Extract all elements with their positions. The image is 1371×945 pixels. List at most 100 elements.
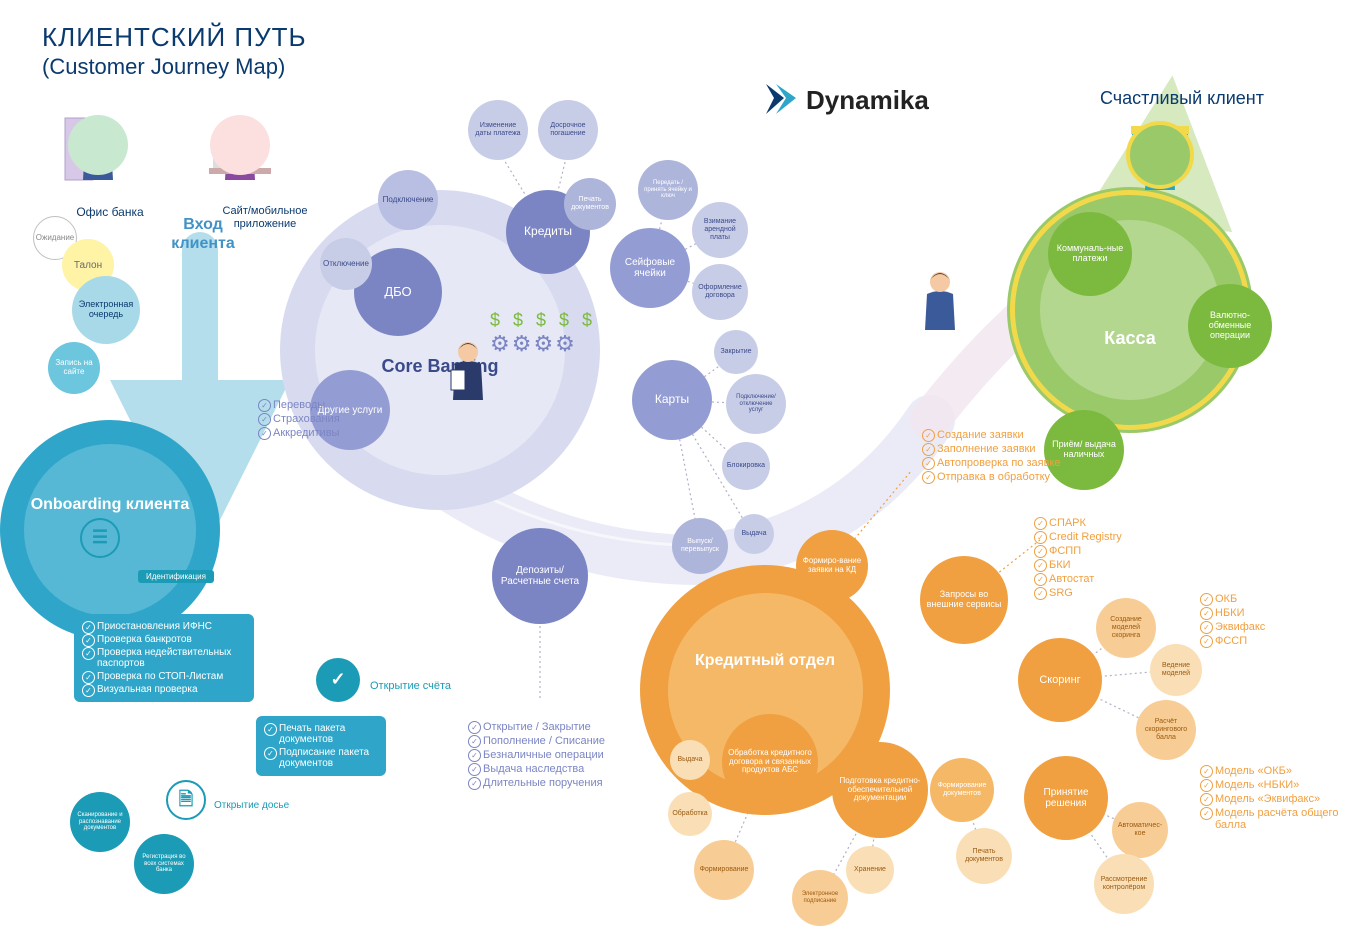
title-main-ru: КЛИЕНТСКИЙ ПУТЬ (42, 22, 307, 53)
node-label: Открытие досье (214, 800, 289, 811)
node-bubble: Создание моделей скоринга (1096, 598, 1156, 658)
node-bubble: Блокировка (722, 442, 770, 490)
title-happy-client: Счастливый клиент (1100, 88, 1264, 109)
checklist-item: Приостановления ИФНС (82, 620, 246, 633)
node-bubble: Депозиты/ Расчетные счета (492, 528, 588, 624)
node-bubble: Формиро-вание заявки на КД (796, 530, 868, 602)
node-bubble: Подключение (378, 170, 438, 230)
checklist-item: ФСПП (1034, 544, 1122, 558)
node-bubble: Электронная очередь (72, 276, 140, 344)
node-bubble: Ведение моделей (1150, 644, 1202, 696)
checklist-item: Эквифакс (1200, 620, 1265, 634)
node-bubble: Карты (632, 360, 712, 440)
checklist-item: Открытие / Закрытие (468, 720, 605, 734)
checklist-item: ФССП (1200, 634, 1265, 648)
checklist-item: Переводы (258, 398, 340, 412)
node-bubble: Коммуналь-ные платежи (1048, 212, 1132, 296)
node-bubble: Выдача (734, 514, 774, 554)
checklist-item: Автопроверка по заявке (922, 456, 1061, 470)
suit-person-icon (905, 260, 975, 340)
person-illustration (63, 110, 133, 195)
node-bubble: Печать документов (956, 828, 1012, 884)
node-bubble: Подготовка кредитно-обеспечительной доку… (832, 742, 928, 838)
node-bubble: Досрочное погашение (538, 100, 598, 160)
core-banking-gears-icon: $ $ $ $ $⚙⚙⚙⚙ (490, 310, 596, 357)
checklist-item: БКИ (1034, 558, 1122, 572)
onboarding-small-node: Регистрация во всех системах банка (134, 834, 194, 894)
checklist-item: SRG (1034, 586, 1122, 600)
node-bubble: Хранение (846, 846, 894, 894)
checklist-item: Автостат (1034, 572, 1122, 586)
checklist-item: НБКИ (1200, 606, 1265, 620)
checklist: Модель «ОКБ»Модель «НБКИ»Модель «Эквифак… (1200, 764, 1371, 832)
node-bubble: Рассмотрение контролёром (1094, 854, 1154, 914)
label-client-entry: Вход клиента (168, 215, 238, 253)
checklist-item: Длительные поручения (468, 776, 605, 790)
checklist-item: Безналичные операции (468, 748, 605, 762)
checklist-item: Аккредитивы (258, 426, 340, 440)
checklist: Создание заявкиЗаполнение заявкиАвтопров… (922, 428, 1061, 484)
onboarding-small-node: Сканирование и распознавание документов (70, 792, 130, 852)
hub-label: Кредитный отдел (640, 652, 890, 670)
checklist: ОКБНБКИЭквифаксФССП (1200, 592, 1265, 648)
node-bubble: Подключение/ отключение услуг (726, 374, 786, 434)
node-bubble: Сейфовые ячейки (610, 228, 690, 308)
node-bubble: Скоринг (1018, 638, 1102, 722)
checklist-item: Проверка банкротов (82, 633, 246, 646)
node-label: Идентификация (138, 570, 214, 583)
checklist-item: Модель «ОКБ» (1200, 764, 1371, 778)
node-bubble: Изменение даты платежа (468, 100, 528, 160)
node-bubble: Электронное подписание (792, 870, 848, 926)
checklist-item: ОКБ (1200, 592, 1265, 606)
hub-label: Onboarding клиента (0, 496, 220, 514)
node-bubble: Печать документов (564, 178, 616, 230)
node-bubble: Запись на сайте (48, 342, 100, 394)
checklist-item: Credit Registry (1034, 530, 1122, 544)
node-bubble: Обработка кредитного договора и связанны… (722, 714, 818, 810)
logo-dynamika: Dynamika (760, 80, 929, 120)
checklist-item: Печать пакета документов (264, 722, 378, 746)
checklist-item: Отправка в обработку (922, 470, 1061, 484)
person-illustration (205, 110, 275, 195)
node-bubble: Оформление договора (692, 264, 748, 320)
node-bubble: Запросы во внешние сервисы (920, 556, 1008, 644)
checklist-item: Выдача наследства (468, 762, 605, 776)
node-label: Открытие счёта (370, 680, 451, 692)
checklist-item: Проверка по СТОП-Листам (82, 670, 246, 683)
checklist-item: Модель «Эквифакс» (1200, 792, 1371, 806)
checklist-item: Проверка недействительных паспортов (82, 646, 246, 670)
check-icon: ✓ (316, 658, 360, 702)
checklist: СПАРКCredit RegistryФСППБКИАвтостатSRG (1034, 516, 1122, 600)
checklist-item: Пополнение / Списание (468, 734, 605, 748)
node-bubble: Формирование (694, 840, 754, 900)
node-bubble: Принятие решения (1024, 756, 1108, 840)
id-icon: ☰ (80, 518, 120, 558)
node-bubble: Выпуск/ перевыпуск (672, 518, 728, 574)
onboarding-checklist-box: Печать пакета документовПодписание пакет… (256, 716, 386, 776)
checklist-item: Заполнение заявки (922, 442, 1061, 456)
checklist-item: Модель «НБКИ» (1200, 778, 1371, 792)
checklist-item: Создание заявки (922, 428, 1061, 442)
checklist-item: Страхования (258, 412, 340, 426)
checklist-item: Подписание пакета документов (264, 746, 378, 770)
checklist-item: Модель расчёта общего балла (1200, 806, 1371, 832)
checklist-item: Визуальная проверка (82, 683, 246, 696)
node-bubble: Расчёт скорингового балла (1136, 700, 1196, 760)
logo-text: Dynamika (806, 85, 929, 116)
node-bubble: Обработка (668, 792, 712, 836)
label-office: Офис банка (70, 205, 150, 219)
doc-icon: 🗎 (166, 780, 206, 820)
node-bubble: Закрытие (714, 330, 758, 374)
node-bubble: Валютно-обменные операции (1188, 284, 1272, 368)
node-bubble: Формирование документов (930, 758, 994, 822)
node-bubble: Отключение (320, 238, 372, 290)
node-bubble: Передать /принять ячейку и ключ (638, 160, 698, 220)
checklist-item: СПАРК (1034, 516, 1122, 530)
logo-icon (760, 80, 800, 120)
checklist: ПереводыСтрахованияАккредитивы (258, 398, 340, 440)
person-illustration (905, 260, 975, 345)
person-illustration (1125, 120, 1195, 205)
node-bubble: Взимание арендной платы (692, 202, 748, 258)
onboarding-checklist-box: Приостановления ИФНСПроверка банкротовПр… (74, 614, 254, 702)
title-main-en: (Customer Journey Map) (42, 54, 285, 80)
